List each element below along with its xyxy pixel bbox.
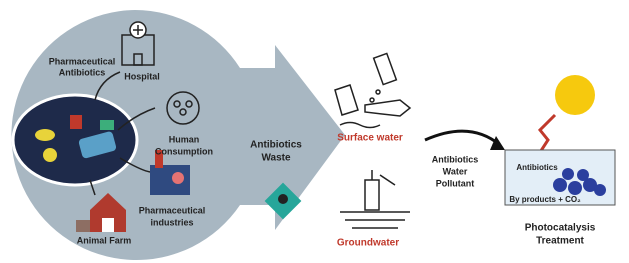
label: Waste <box>261 153 291 164</box>
label: Surface water <box>337 133 403 144</box>
treatment-icon <box>505 75 615 205</box>
label: Water <box>443 166 468 176</box>
label: Photocatalysis <box>525 223 596 234</box>
label: Human <box>169 134 200 144</box>
label: Antibiotics <box>516 163 558 172</box>
label: Consumption <box>155 146 213 156</box>
label: Antibiotics <box>250 140 302 151</box>
label: Pollutant <box>436 178 475 188</box>
diagram: Pharmaceutical Antibiotics Hospital Huma… <box>0 0 629 263</box>
label: Animal Farm <box>77 235 132 245</box>
label: Antibiotics <box>59 67 106 77</box>
label: Antibiotics <box>432 154 479 164</box>
label: Treatment <box>536 236 584 247</box>
label: Groundwater <box>337 238 399 249</box>
arrow <box>425 131 500 145</box>
pharma-oval <box>13 95 137 185</box>
label: Pharmaceutical <box>49 56 116 66</box>
surface-water-icon <box>335 53 410 127</box>
label: By products + CO₂ <box>509 195 581 204</box>
label: Hospital <box>124 71 160 81</box>
groundwater-icon <box>340 170 410 228</box>
label: industries <box>150 217 193 227</box>
label: Pharmaceutical <box>139 205 206 215</box>
